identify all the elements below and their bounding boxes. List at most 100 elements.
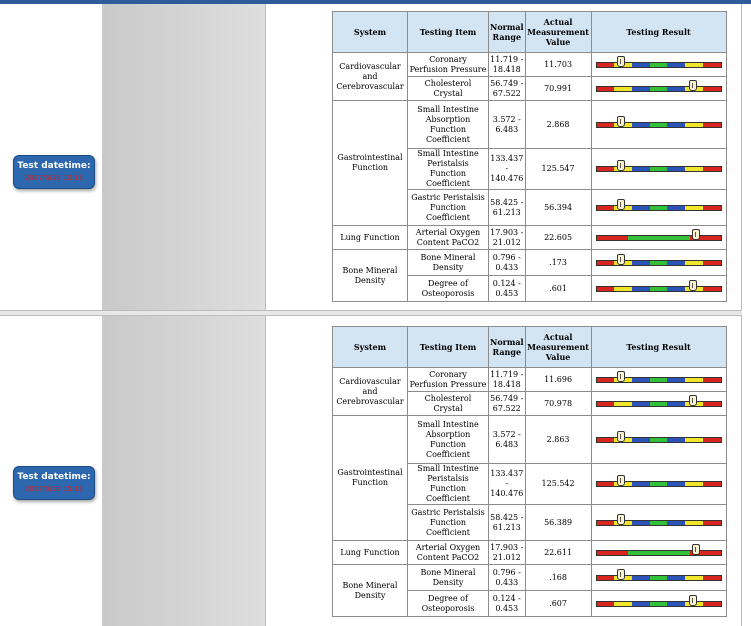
normal-range-cell: 58.425 - 61.213 bbox=[488, 189, 526, 226]
testing-item-cell: Arterial Oxygen Content PaCO2 bbox=[407, 540, 489, 565]
gauge-segment bbox=[614, 86, 632, 91]
gauge-segment bbox=[596, 401, 615, 406]
header-normal-range: Normal Range bbox=[488, 11, 526, 53]
gauge-segment bbox=[702, 167, 721, 171]
gauge-segment bbox=[632, 62, 650, 67]
gauge-segment bbox=[649, 62, 668, 67]
testing-result-cell bbox=[590, 415, 727, 464]
gauge-marker-icon bbox=[617, 513, 626, 525]
gauge-segment bbox=[649, 377, 668, 382]
gauge-marker-icon bbox=[617, 115, 626, 127]
gauge-segment bbox=[649, 122, 668, 127]
testing-result-cell bbox=[590, 148, 727, 190]
test-datetime-label: Test datetime: bbox=[17, 472, 91, 482]
gauge-segment bbox=[627, 235, 659, 240]
table-row: Gastric Peristalsis Function Coefficient… bbox=[333, 189, 727, 226]
testing-result-cell bbox=[590, 391, 727, 416]
testing-result-cell bbox=[590, 100, 727, 149]
testing-item-cell: Degree of Osteoporosis bbox=[407, 275, 489, 302]
gauge-segment bbox=[702, 437, 721, 442]
gauge-segment bbox=[596, 86, 615, 91]
testing-item-cell: Degree of Osteoporosis bbox=[407, 590, 489, 617]
gauge-segment bbox=[702, 520, 721, 525]
test-datetime-value: 2017/3/28 15:11 bbox=[24, 485, 84, 493]
test-datetime-badge[interactable]: Test datetime: 2017/3/28 15:11 bbox=[13, 155, 95, 189]
table-row: Gastrointestinal Function Small Intestine… bbox=[332, 100, 727, 226]
gauge-segment bbox=[596, 62, 615, 67]
gauge-segment bbox=[596, 377, 615, 382]
testing-item-cell: Gastric Peristalsis Function Coefficient bbox=[407, 504, 489, 541]
header-testing-item: Testing Item bbox=[407, 326, 489, 368]
normal-range-cell: 0.796 - 0.433 bbox=[488, 249, 526, 276]
gauge-segment bbox=[667, 575, 686, 580]
normal-range-cell: 3.572 - 6.483 bbox=[488, 100, 526, 149]
testing-result-cell bbox=[590, 590, 727, 617]
testing-result-cell bbox=[590, 367, 727, 392]
table-row: Cholesterol Crystal 56.749 - 67.522 70.978 bbox=[333, 391, 727, 416]
gauge-marker-icon bbox=[689, 79, 698, 91]
gauge-marker-icon bbox=[689, 594, 698, 606]
table-row: Degree of Osteoporosis 0.124 - 0.453.601 bbox=[333, 275, 727, 302]
gauge-marker-icon bbox=[617, 160, 626, 171]
gauge-segment bbox=[649, 401, 668, 406]
gauge-segment bbox=[596, 520, 615, 525]
testing-result-cell bbox=[590, 564, 727, 591]
actual-value-cell: 2.863 bbox=[524, 415, 592, 464]
gauge-segment bbox=[658, 550, 690, 555]
test-datetime-badge[interactable]: Test datetime: 2017/3/28 15:11 bbox=[13, 466, 95, 500]
result-gauge-bar bbox=[595, 568, 722, 581]
gauge-segment bbox=[614, 401, 632, 406]
gauge-segment bbox=[685, 205, 703, 210]
result-gauge-bar bbox=[595, 475, 722, 487]
normal-range-cell: 58.425 - 61.213 bbox=[488, 504, 526, 541]
result-gauge-bar bbox=[595, 160, 722, 172]
gauge-segment bbox=[667, 167, 686, 171]
table-header-row: System Testing Item Normal Range Actual … bbox=[332, 11, 727, 53]
actual-value-cell: .601 bbox=[524, 275, 592, 302]
gauge-segment bbox=[685, 437, 703, 442]
test-datetime-value: 2017/3/28 15:11 bbox=[24, 174, 84, 182]
record-panel-2: Test datetime: 2017/3/28 15:11 System Te… bbox=[0, 316, 742, 626]
result-gauge-bar bbox=[595, 253, 722, 266]
gauge-segment bbox=[702, 377, 721, 382]
table-row: Degree of Osteoporosis 0.124 - 0.453.607 bbox=[333, 590, 727, 617]
gauge-segment bbox=[667, 520, 686, 525]
normal-range-cell: 11.719 - 18.418 bbox=[488, 52, 526, 77]
record-panel-1: Test datetime: 2017/3/28 15:11 System Te… bbox=[0, 4, 742, 310]
gauge-marker-icon bbox=[617, 253, 626, 265]
testing-item-cell: Bone Mineral Density bbox=[407, 249, 489, 276]
gauge-segment bbox=[658, 235, 690, 240]
normal-range-cell: 133.437 - 140.476 bbox=[488, 148, 526, 190]
system-cell: Cardiovascular and Cerebrovascular bbox=[332, 367, 408, 416]
header-system: System bbox=[332, 326, 408, 368]
gauge-segment bbox=[667, 205, 686, 210]
result-gauge-bar bbox=[595, 228, 722, 241]
results-table: System Testing Item Normal Range Actual … bbox=[332, 11, 727, 302]
gauge-segment bbox=[649, 86, 668, 91]
gauge-segment bbox=[649, 167, 668, 171]
gauge-segment bbox=[632, 401, 650, 406]
gauge-segment bbox=[685, 167, 703, 171]
actual-value-cell: 11.696 bbox=[524, 367, 592, 392]
header-testing-result: Testing Result bbox=[590, 326, 727, 368]
actual-value-cell: .168 bbox=[524, 564, 592, 591]
actual-value-cell: 22.611 bbox=[524, 540, 592, 565]
testing-item-cell: Coronary Perfusion Pressure bbox=[407, 367, 489, 392]
datetime-column: Test datetime: 2017/3/28 15:11 bbox=[0, 316, 103, 626]
actual-value-cell: .173 bbox=[524, 249, 592, 276]
gauge-segment bbox=[632, 86, 650, 91]
actual-value-cell: 2.868 bbox=[524, 100, 592, 149]
result-gauge-bar bbox=[595, 594, 722, 607]
table-row: Cardiovascular and Cerebrovascular Corona… bbox=[332, 52, 727, 101]
window-top-strip bbox=[0, 0, 751, 4]
gauge-marker-icon bbox=[617, 430, 626, 442]
normal-range-cell: 17.903 - 21.012 bbox=[488, 225, 526, 250]
gauge-segment bbox=[596, 205, 615, 210]
table-row: Cardiovascular and Cerebrovascular Corona… bbox=[332, 367, 727, 416]
gauge-segment bbox=[632, 437, 650, 442]
gauge-segment bbox=[632, 167, 650, 171]
gauge-segment bbox=[685, 122, 703, 127]
gauge-segment bbox=[596, 437, 615, 442]
result-gauge-bar bbox=[595, 55, 722, 68]
gauge-segment bbox=[596, 550, 628, 555]
